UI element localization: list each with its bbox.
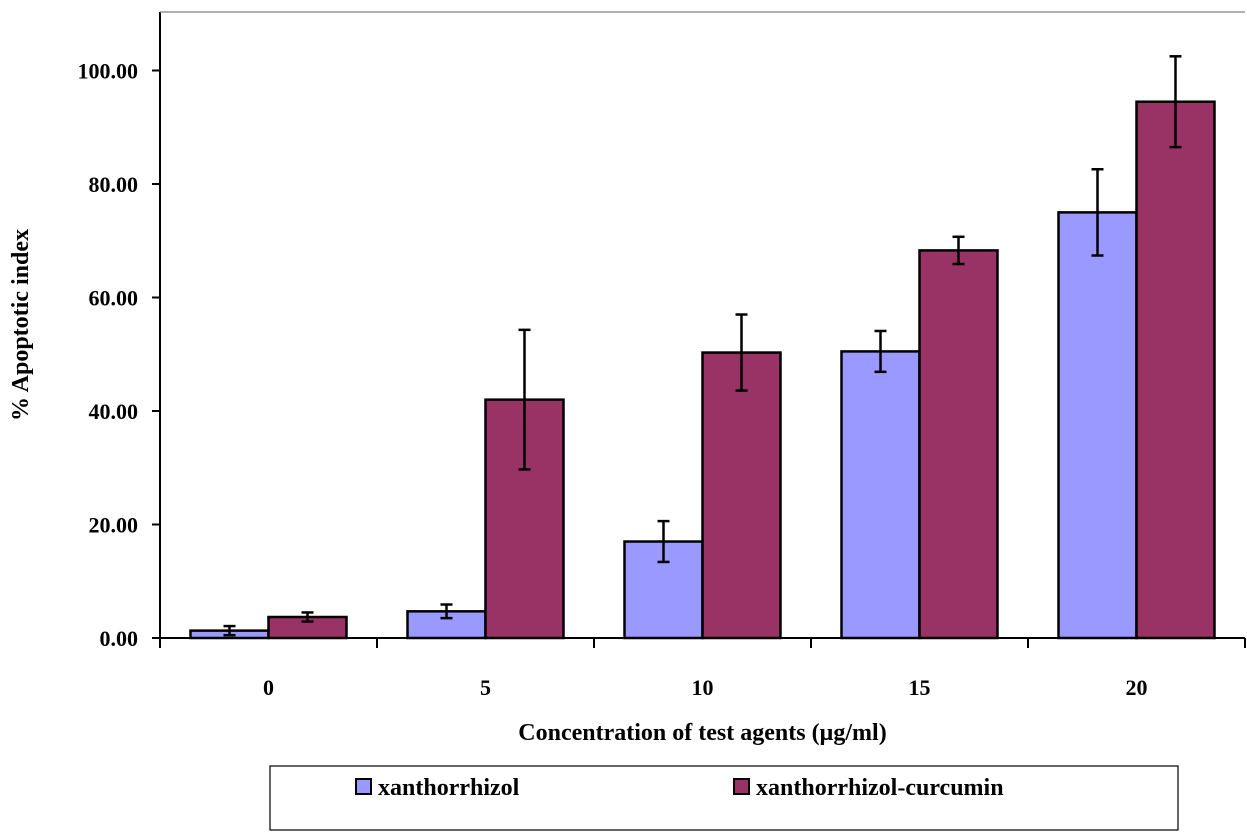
legend-label-xanthorrhizol: xanthorrhizol	[378, 775, 520, 801]
bar-xanthorrhizol-20	[1057, 211, 1138, 640]
legend-box	[269, 765, 1179, 831]
ticks-layer: 0.00 20.00 40.00 60.00 80.00 100.00 0 5 10 15 20	[78, 59, 1246, 700]
y-tick-label: 20.00	[89, 513, 139, 538]
error-bar-xanthorrhizol-0	[223, 624, 236, 637]
error-bar-xanthorrhizol-curcumin-0	[301, 611, 314, 623]
bar-xanthorrhizol-curcumin-20	[1135, 100, 1216, 640]
y-tick-label: 40.00	[89, 399, 139, 424]
error-bar-xanthorrhizol-curcumin-10	[735, 313, 748, 392]
legend-swatch-xanthorrhizol	[355, 778, 372, 795]
bar-xanthorrhizol-15	[840, 350, 921, 640]
y-tick-label: 80.00	[89, 172, 139, 197]
error-bar-xanthorrhizol-5	[440, 603, 453, 620]
axes-layer	[159, 11, 1245, 639]
x-tick-label: 10	[692, 675, 714, 700]
error-bar-xanthorrhizol-curcumin-15	[952, 235, 965, 266]
legend-label-xanthorrhizol-curcumin: xanthorrhizol-curcumin	[756, 775, 1004, 801]
x-axis-title: Concentration of test agents (µg/ml)	[518, 720, 886, 746]
x-tick-label: 15	[909, 675, 931, 700]
y-tick-label: 100.00	[78, 59, 139, 84]
bars-layer	[189, 100, 1216, 640]
y-axis-title: % Apoptotic index	[8, 229, 34, 421]
error-bar-xanthorrhizol-20	[1091, 167, 1104, 257]
bar-xanthorrhizol-curcumin-10	[701, 351, 782, 640]
x-tick-label: 20	[1126, 675, 1148, 700]
error-bar-xanthorrhizol-10	[657, 519, 670, 564]
error-bar-xanthorrhizol-curcumin-20	[1169, 55, 1182, 149]
x-tick-label: 5	[480, 675, 491, 700]
error-bar-xanthorrhizol-15	[874, 329, 887, 374]
bar-xanthorrhizol-curcumin-15	[918, 249, 999, 640]
legend-swatch-xanthorrhizol-curcumin	[733, 778, 750, 795]
y-tick-label: 0.00	[100, 626, 139, 651]
x-tick-label: 0	[263, 675, 274, 700]
legend: xanthorrhizol xanthorrhizol-curcumin	[269, 765, 1179, 831]
error-bars-layer	[223, 55, 1182, 637]
y-tick-label: 60.00	[89, 286, 139, 311]
error-bar-xanthorrhizol-curcumin-5	[518, 328, 531, 471]
